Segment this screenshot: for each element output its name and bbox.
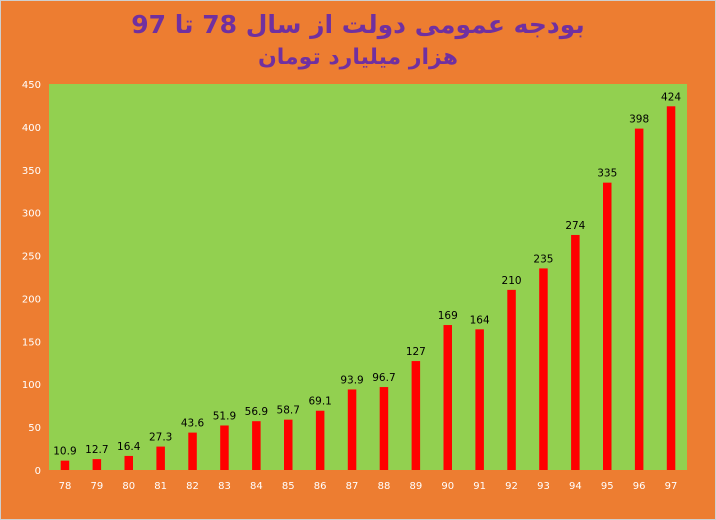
x-tick-label: 86 bbox=[314, 481, 327, 492]
data-label: 69.1 bbox=[308, 396, 331, 408]
x-tick-label: 96 bbox=[633, 481, 646, 492]
y-tick-label: 50 bbox=[28, 423, 41, 434]
data-label: 93.9 bbox=[340, 374, 363, 386]
y-tick-label: 350 bbox=[22, 166, 41, 177]
y-tick-label: 450 bbox=[22, 80, 41, 91]
bar bbox=[315, 410, 325, 470]
bar bbox=[443, 325, 452, 470]
data-label: 10.9 bbox=[53, 446, 76, 458]
bar bbox=[92, 459, 102, 470]
data-label: 56.9 bbox=[245, 406, 268, 418]
bar bbox=[347, 389, 357, 470]
chart-subtitle: هزار میلیارد تومان bbox=[258, 45, 458, 70]
data-label: 210 bbox=[502, 275, 522, 287]
x-tick-label: 79 bbox=[90, 481, 103, 492]
y-tick-label: 200 bbox=[22, 294, 41, 305]
x-tick-label: 93 bbox=[537, 481, 550, 492]
x-tick-label: 89 bbox=[409, 481, 422, 492]
data-label: 127 bbox=[406, 346, 426, 358]
bar bbox=[539, 268, 548, 470]
x-tick-label: 91 bbox=[473, 481, 486, 492]
x-tick-label: 78 bbox=[59, 481, 72, 492]
x-tick-label: 85 bbox=[282, 481, 295, 492]
bar bbox=[124, 455, 133, 470]
x-tick-label: 80 bbox=[122, 481, 135, 492]
data-label: 424 bbox=[661, 91, 681, 103]
y-tick-label: 100 bbox=[22, 380, 41, 391]
x-tick-label: 81 bbox=[154, 481, 167, 492]
y-tick-label: 300 bbox=[22, 209, 41, 220]
y-axis: 0 50 100 150 200 250 300 350 400 450 bbox=[22, 80, 41, 477]
bar bbox=[411, 361, 421, 470]
x-tick-label: 83 bbox=[218, 481, 231, 492]
data-label: 51.9 bbox=[213, 410, 236, 422]
data-label: 235 bbox=[533, 253, 553, 265]
x-tick-label: 92 bbox=[505, 481, 518, 492]
x-tick-label: 82 bbox=[186, 481, 199, 492]
bar bbox=[220, 425, 229, 470]
bar bbox=[475, 329, 484, 470]
data-label: 58.7 bbox=[277, 405, 300, 417]
bar bbox=[666, 106, 676, 471]
plot-area bbox=[49, 84, 687, 470]
bar bbox=[252, 421, 261, 470]
bar bbox=[571, 234, 580, 470]
data-label: 27.3 bbox=[149, 432, 172, 444]
bar bbox=[634, 128, 644, 471]
data-label: 12.7 bbox=[85, 444, 108, 456]
x-tick-label: 97 bbox=[665, 481, 678, 492]
bar bbox=[60, 460, 70, 470]
y-tick-label: 250 bbox=[22, 252, 41, 263]
bar bbox=[188, 432, 197, 470]
data-label: 398 bbox=[629, 114, 649, 126]
data-label: 164 bbox=[470, 314, 490, 326]
x-tick-label: 88 bbox=[378, 481, 391, 492]
x-tick-label: 87 bbox=[346, 481, 359, 492]
y-tick-label: 0 bbox=[35, 466, 41, 477]
x-tick-label: 94 bbox=[569, 481, 582, 492]
y-tick-label: 400 bbox=[22, 123, 41, 134]
data-label: 96.7 bbox=[372, 372, 395, 384]
y-tick-label: 150 bbox=[22, 337, 41, 348]
data-label: 169 bbox=[438, 310, 458, 322]
bar bbox=[156, 446, 165, 470]
bar bbox=[603, 182, 612, 470]
data-label: 335 bbox=[597, 168, 617, 180]
bar bbox=[284, 419, 293, 470]
bar bbox=[507, 289, 516, 470]
x-tick-label: 95 bbox=[601, 481, 614, 492]
x-tick-label: 90 bbox=[441, 481, 454, 492]
bars: 10.9 12.7 16.4 27.3 43.6 51.9 56.9 58.7 69.1 93.9… bbox=[53, 91, 681, 471]
data-label: 274 bbox=[565, 220, 585, 232]
data-label: 16.4 bbox=[117, 441, 141, 453]
data-label: 43.6 bbox=[181, 418, 205, 430]
bar bbox=[379, 387, 389, 470]
x-axis: 78 79 80 81 82 83 84 85 86 87 88 89 90 91 92 93 94 95 96 97 bbox=[59, 481, 678, 492]
chart-title: بودجه عمومی دولت از سال 78 تا 97 bbox=[131, 10, 585, 39]
x-tick-label: 84 bbox=[250, 481, 263, 492]
